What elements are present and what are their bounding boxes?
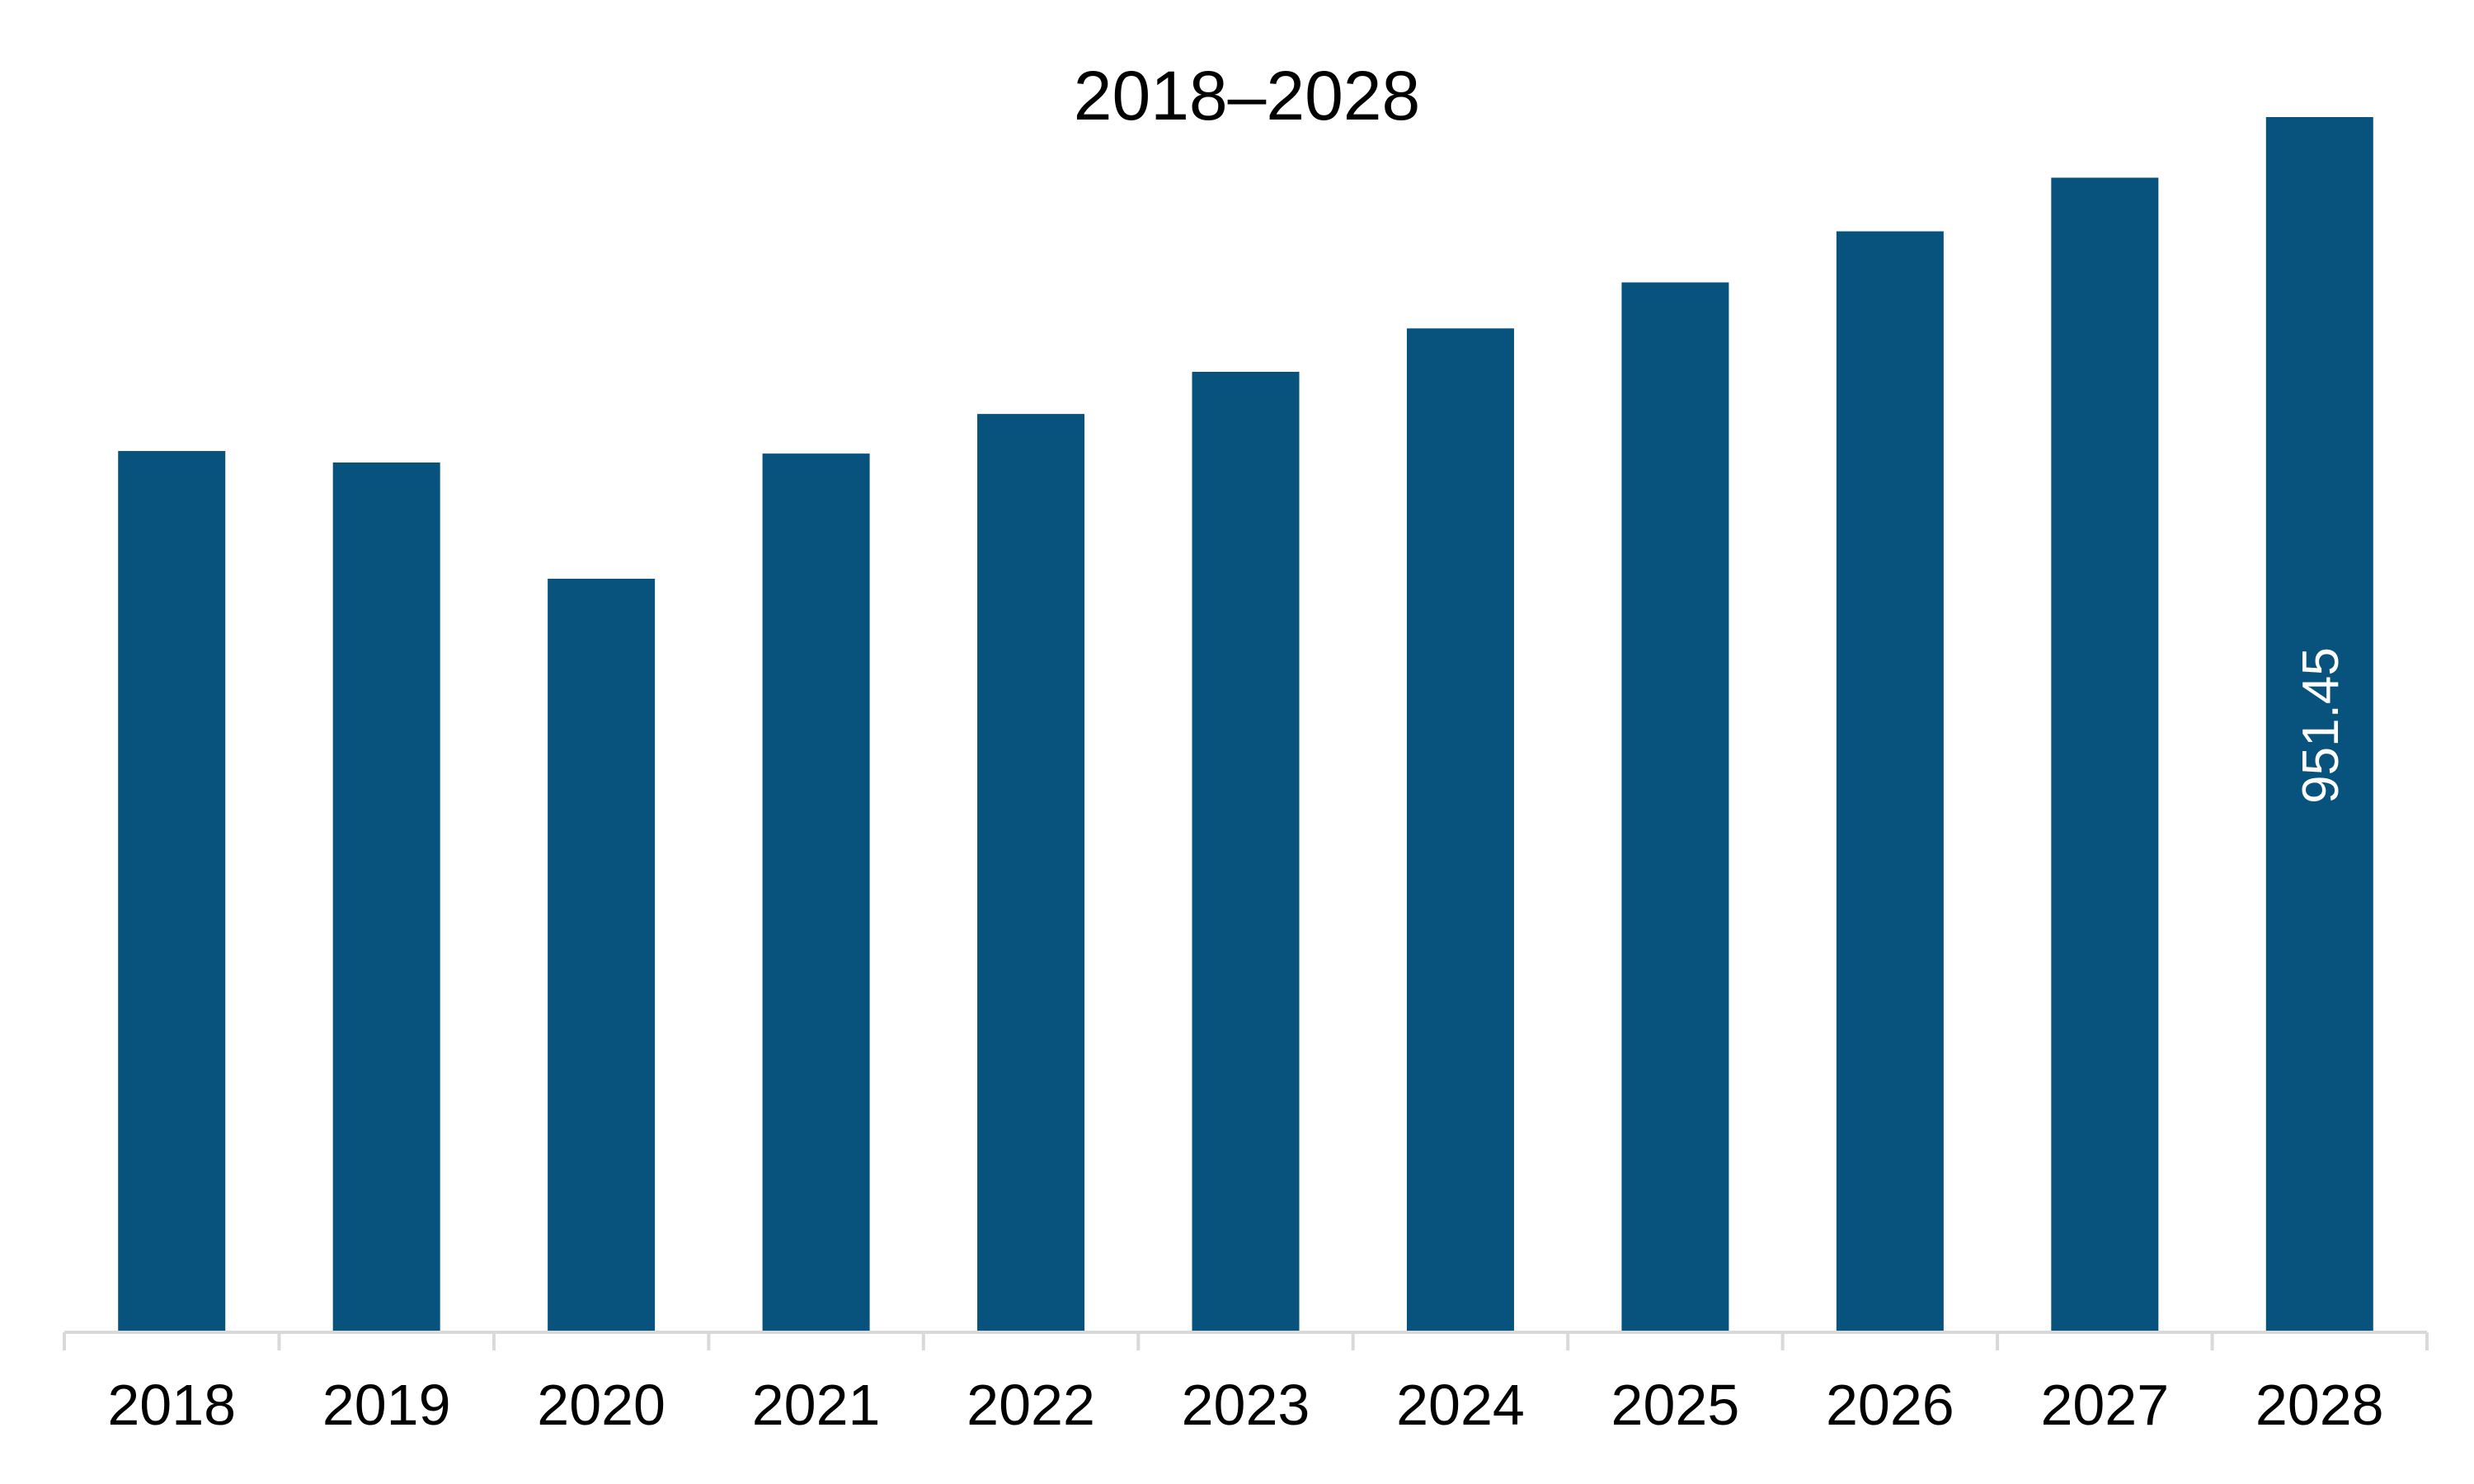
x-tick-label-2028: 2028 (2255, 1373, 2384, 1437)
bar-2021 (762, 453, 870, 1332)
x-tick-labels: 2018 2019 2020 2021 2022 2023 2024 2025 2026 2027… (107, 1373, 2383, 1437)
x-tick-label-2018: 2018 (107, 1373, 236, 1437)
bar-2019 (332, 462, 440, 1332)
bar-2022 (977, 414, 1085, 1332)
bar-2026 (1836, 231, 1944, 1333)
x-tick-label-2024: 2024 (1396, 1373, 1525, 1437)
bars-group (118, 117, 2373, 1333)
x-tick-label-2022: 2022 (967, 1373, 1095, 1437)
bar-2027 (2051, 177, 2159, 1332)
x-tick-label-2021: 2021 (752, 1373, 881, 1437)
bar-2024 (1406, 328, 1514, 1332)
x-tick-label-2023: 2023 (1182, 1373, 1310, 1437)
x-tick-label-2027: 2027 (2040, 1373, 2169, 1437)
x-tick-label-2020: 2020 (537, 1373, 666, 1437)
x-tick-label-2026: 2026 (1826, 1373, 1954, 1437)
x-tick-label-2025: 2025 (1611, 1373, 1740, 1437)
bar-2023 (1192, 371, 1300, 1332)
data-label-2028: 951.45 (2293, 647, 2349, 804)
bar-2018 (118, 451, 226, 1332)
chart-title: 2018–2028 (1074, 57, 1420, 134)
x-axis (63, 1331, 2429, 1350)
bar-2020 (548, 578, 656, 1332)
data-labels: 951.45 (2293, 647, 2349, 804)
x-tick-label-2019: 2019 (322, 1373, 451, 1437)
bar-2028 (2265, 117, 2373, 1332)
bar-2025 (1621, 282, 1729, 1333)
